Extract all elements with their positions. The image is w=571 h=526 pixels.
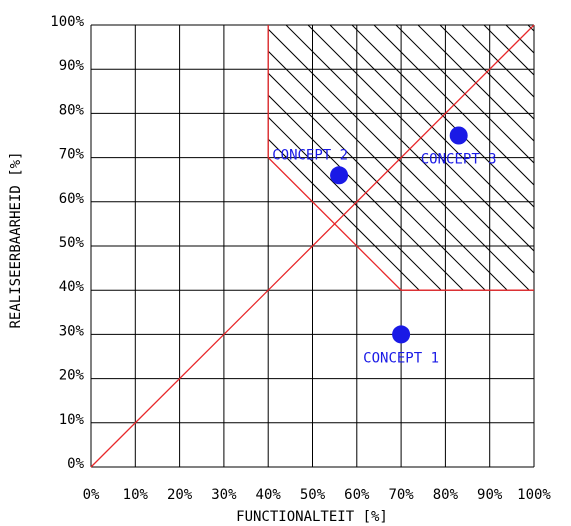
data-point xyxy=(392,325,411,344)
data-point-label: CONCEPT 3 xyxy=(421,152,497,168)
x-tick-label: 40% xyxy=(256,487,282,503)
y-tick-label: 40% xyxy=(59,279,85,295)
hatch-line xyxy=(417,25,534,291)
data-point xyxy=(449,126,468,145)
y-tick-label: 90% xyxy=(59,58,85,74)
x-tick-label: 80% xyxy=(433,487,459,503)
data-point-label: CONCEPT 2 xyxy=(272,147,348,163)
region-boundary-line xyxy=(267,25,534,291)
y-tick-label: 0% xyxy=(67,456,84,472)
x-tick-label: 60% xyxy=(344,487,370,503)
x-tick-label: 0% xyxy=(83,487,100,503)
y-tick-label: 70% xyxy=(59,147,85,163)
reference-lines xyxy=(90,24,535,468)
x-tick-label: 30% xyxy=(211,487,237,503)
x-tick-label: 20% xyxy=(167,487,193,503)
hatch-line xyxy=(550,25,571,467)
hatch-line xyxy=(395,25,534,291)
y-tick-label: 100% xyxy=(50,14,84,30)
y-tick-label: 20% xyxy=(59,368,85,384)
hatch-line xyxy=(351,25,534,291)
x-tick-label: 70% xyxy=(388,487,414,503)
data-point-label: CONCEPT 1 xyxy=(363,350,439,366)
y-axis-label: REALISEERBAARHEID [%] xyxy=(8,151,24,328)
data-point xyxy=(330,166,349,185)
x-tick-label: 10% xyxy=(123,487,149,503)
y-tick-label: 80% xyxy=(59,102,85,118)
y-tick-label: 60% xyxy=(59,191,85,207)
tick-labels: 0% 10% 20% 30% 40% 50% 60% 70% 80% 90% 100% 0% 10% 20… xyxy=(50,14,551,503)
y-tick-label: 30% xyxy=(59,323,85,339)
x-tick-label: 90% xyxy=(477,487,503,503)
hatch-line xyxy=(329,25,534,291)
x-axis-label: FUNCTIONALTEIT [%] xyxy=(236,509,388,525)
hatch-line xyxy=(439,25,534,291)
y-tick-label: 10% xyxy=(59,412,85,428)
data-points: CONCEPT 1 CONCEPT 2 CONCEPT 3 xyxy=(272,126,497,366)
diagonal-line xyxy=(90,24,535,468)
hatch-line xyxy=(373,25,534,291)
x-tick-label: 100% xyxy=(517,487,551,503)
y-tick-label: 50% xyxy=(59,235,85,251)
x-tick-label: 50% xyxy=(300,487,326,503)
